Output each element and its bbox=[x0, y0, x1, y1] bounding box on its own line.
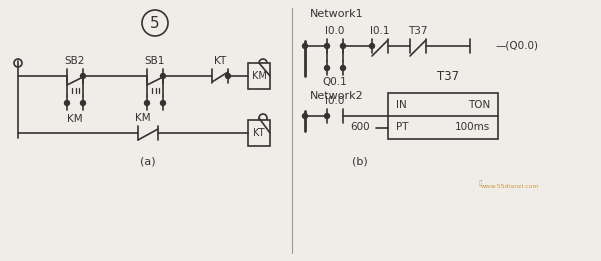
Circle shape bbox=[81, 74, 85, 79]
Circle shape bbox=[302, 114, 308, 118]
Text: www.55dianzi.com: www.55dianzi.com bbox=[481, 183, 539, 188]
Text: 600: 600 bbox=[350, 122, 370, 133]
Text: T37: T37 bbox=[437, 70, 459, 83]
Text: —(Q0.0): —(Q0.0) bbox=[495, 41, 538, 51]
Circle shape bbox=[225, 74, 231, 79]
Bar bbox=[248, 120, 270, 146]
Circle shape bbox=[325, 44, 329, 49]
Circle shape bbox=[144, 100, 150, 105]
Circle shape bbox=[302, 44, 308, 49]
Text: KT: KT bbox=[214, 56, 226, 66]
Text: (a): (a) bbox=[140, 156, 156, 166]
Text: TON: TON bbox=[468, 99, 490, 110]
Circle shape bbox=[160, 74, 165, 79]
Text: I0.0: I0.0 bbox=[325, 96, 345, 106]
Text: KM: KM bbox=[67, 114, 83, 124]
Text: SB2: SB2 bbox=[65, 56, 85, 66]
Circle shape bbox=[325, 66, 329, 70]
Text: Network1: Network1 bbox=[310, 9, 364, 19]
Text: KT: KT bbox=[253, 128, 265, 138]
Text: IN: IN bbox=[396, 99, 407, 110]
Bar bbox=[388, 93, 498, 139]
Text: 梯: 梯 bbox=[478, 180, 481, 186]
Text: KM: KM bbox=[252, 71, 266, 81]
Text: SB1: SB1 bbox=[145, 56, 165, 66]
Circle shape bbox=[341, 44, 346, 49]
Text: 100ms: 100ms bbox=[455, 122, 490, 133]
Circle shape bbox=[341, 66, 346, 70]
Text: PT: PT bbox=[396, 122, 409, 133]
Text: KM: KM bbox=[135, 113, 151, 123]
Text: Q0.1: Q0.1 bbox=[323, 77, 347, 87]
Circle shape bbox=[81, 100, 85, 105]
Text: 5: 5 bbox=[150, 15, 160, 31]
Bar bbox=[248, 63, 270, 89]
Text: Network2: Network2 bbox=[310, 91, 364, 101]
Text: (b): (b) bbox=[352, 156, 368, 166]
Circle shape bbox=[325, 114, 329, 118]
Circle shape bbox=[160, 100, 165, 105]
Circle shape bbox=[370, 44, 374, 49]
Text: T37: T37 bbox=[408, 26, 428, 36]
Circle shape bbox=[64, 100, 70, 105]
Text: I0.1: I0.1 bbox=[370, 26, 390, 36]
Text: I0.0: I0.0 bbox=[325, 26, 345, 36]
